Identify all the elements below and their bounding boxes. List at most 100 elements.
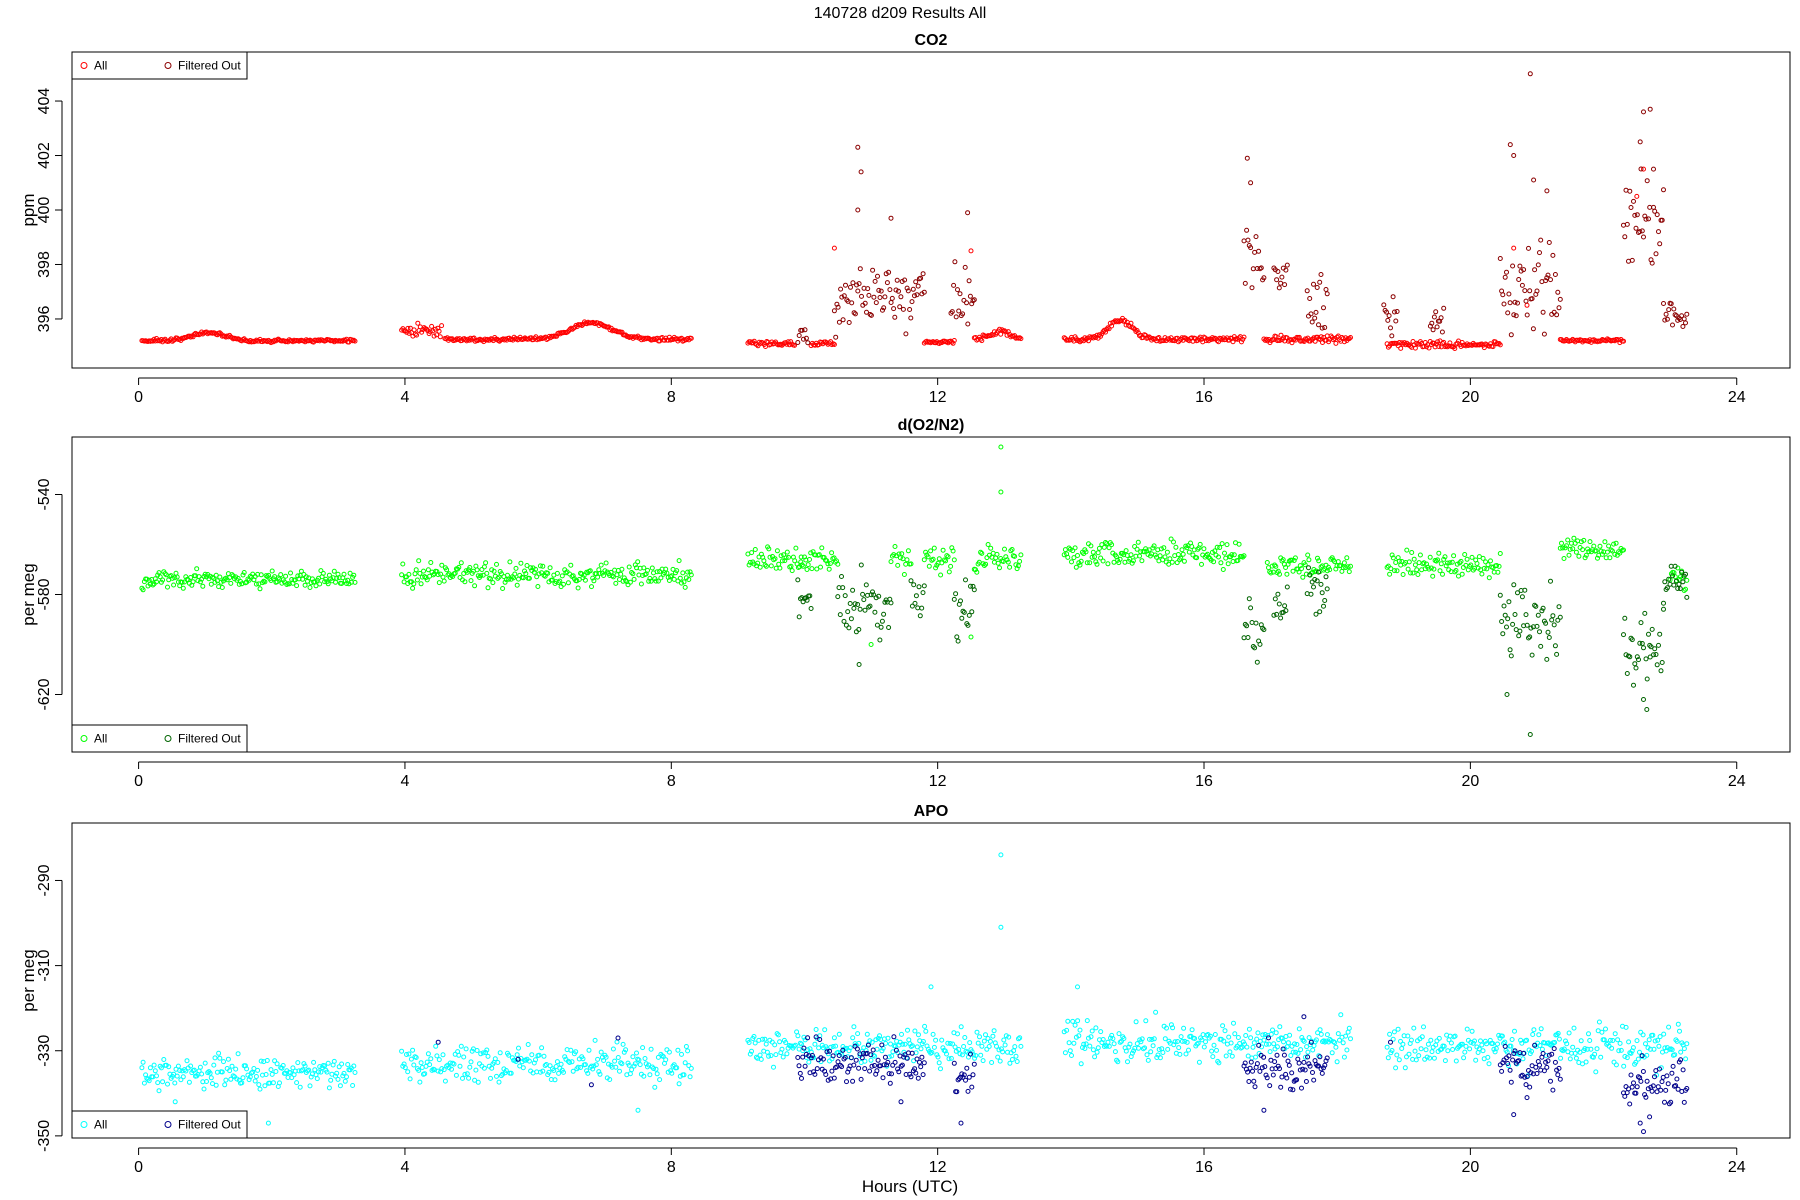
data-point (1317, 337, 1323, 342)
data-point (418, 1060, 424, 1066)
data-point (1244, 1044, 1250, 1050)
data-point (589, 584, 594, 590)
data-point (161, 1057, 167, 1062)
data-point (1183, 1051, 1189, 1057)
data-point (783, 1040, 789, 1045)
data-point (1580, 547, 1586, 553)
data-point (1607, 555, 1613, 561)
data-point (1211, 559, 1217, 565)
data-point (852, 1043, 858, 1049)
data-point (191, 1067, 197, 1073)
data-point (954, 1089, 960, 1095)
x-tick-label: 24 (1728, 1159, 1746, 1176)
data-point (1150, 1043, 1156, 1049)
data-point (425, 567, 431, 573)
data-point (1436, 550, 1442, 556)
data-point (269, 1071, 275, 1077)
data-point (827, 561, 833, 566)
data-point (1071, 1040, 1077, 1046)
data-point (436, 580, 442, 586)
data-point (300, 576, 306, 582)
data-point (1332, 1040, 1338, 1046)
data-point (1070, 548, 1076, 554)
data-point (1556, 1036, 1562, 1042)
data-point (1453, 1058, 1459, 1064)
x-tick-label: 0 (134, 773, 143, 790)
data-point (1572, 1050, 1578, 1056)
data-point (627, 579, 633, 585)
data-point (1268, 1031, 1274, 1037)
data-point (1077, 1027, 1083, 1033)
data-point (1321, 1038, 1327, 1044)
data-point (1552, 1059, 1558, 1065)
data-point (437, 334, 443, 340)
data-point (1076, 1033, 1082, 1039)
data-point (302, 1063, 308, 1069)
data-point (601, 573, 607, 578)
data-point (1318, 1031, 1324, 1037)
data-point (831, 1075, 837, 1081)
data-point (655, 578, 661, 584)
data-point (1151, 1036, 1157, 1042)
data-point (1491, 1046, 1497, 1052)
data-point (586, 1047, 592, 1053)
data-point (1618, 1047, 1624, 1053)
data-point (778, 553, 784, 559)
data-point (971, 587, 977, 593)
data-point (1384, 1044, 1390, 1050)
data-point (989, 1060, 995, 1065)
data-point (891, 306, 897, 312)
data-point (620, 1041, 626, 1047)
data-point (1500, 631, 1506, 637)
data-point (836, 1053, 842, 1058)
data-point (975, 1040, 981, 1046)
data-point (1268, 570, 1274, 576)
x-tick-label: 24 (1728, 389, 1746, 406)
data-point (1329, 1050, 1335, 1056)
data-point (947, 1041, 953, 1046)
data-point (481, 1065, 487, 1071)
data-point (1537, 1062, 1542, 1068)
data-point (766, 546, 772, 552)
data-point (791, 1043, 797, 1049)
data-point (1548, 578, 1553, 584)
data-point (316, 1069, 321, 1075)
data-point (1312, 577, 1318, 582)
data-point (1554, 651, 1560, 657)
x-tick-label: 0 (134, 389, 143, 406)
data-point (497, 1050, 503, 1056)
data-point (174, 574, 180, 580)
data-point (676, 558, 682, 564)
data-point (535, 584, 541, 589)
data-point (906, 1037, 912, 1043)
data-point (955, 287, 960, 293)
data-point (970, 1072, 976, 1078)
data-point (971, 1061, 977, 1067)
data-point (1527, 732, 1533, 737)
data-point (183, 1068, 189, 1074)
data-point (230, 573, 236, 579)
data-point (1264, 1075, 1270, 1081)
data-point (1544, 188, 1550, 194)
data-point (1629, 257, 1635, 263)
series-all (139, 852, 1690, 1126)
data-point (1101, 544, 1107, 550)
data-point (755, 560, 761, 566)
data-point (1662, 579, 1668, 585)
data-point (1305, 552, 1311, 558)
data-point (429, 323, 435, 329)
data-point (1637, 1120, 1643, 1126)
data-point (654, 1071, 660, 1077)
data-point (1652, 646, 1658, 652)
data-point (314, 1076, 320, 1082)
data-point (318, 568, 324, 574)
data-point (1654, 662, 1660, 668)
data-point (1571, 535, 1577, 541)
data-point (1300, 1037, 1306, 1043)
data-point (1248, 180, 1254, 186)
data-point (1267, 1049, 1273, 1055)
data-point (264, 1058, 270, 1063)
data-point (772, 556, 778, 562)
data-point (1406, 1051, 1412, 1057)
data-point (908, 315, 914, 321)
